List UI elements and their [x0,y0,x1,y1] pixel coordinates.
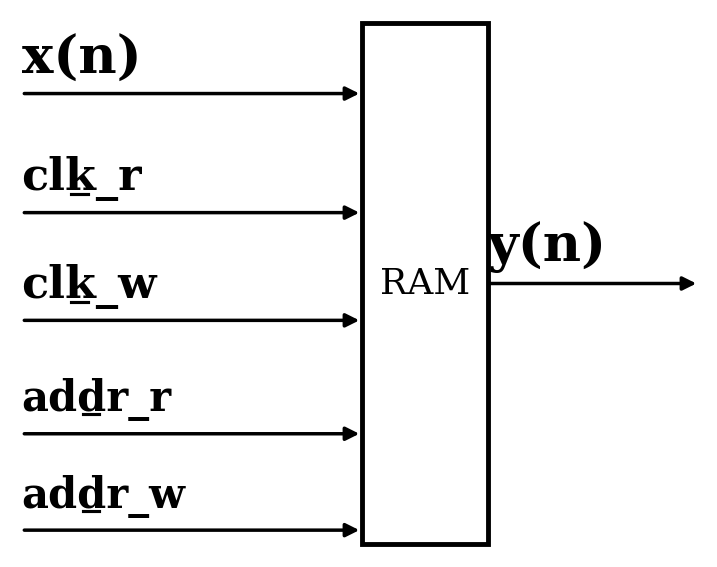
Text: addr_w: addr_w [22,475,186,518]
Text: RAM: RAM [380,266,470,301]
Text: addr_r: addr_r [22,378,171,421]
Text: x(n): x(n) [22,34,141,85]
Bar [362,23,488,544]
Text: y(n): y(n) [488,221,607,273]
Text: clk_w: clk_w [22,264,157,309]
Text: clk_r: clk_r [22,156,142,201]
